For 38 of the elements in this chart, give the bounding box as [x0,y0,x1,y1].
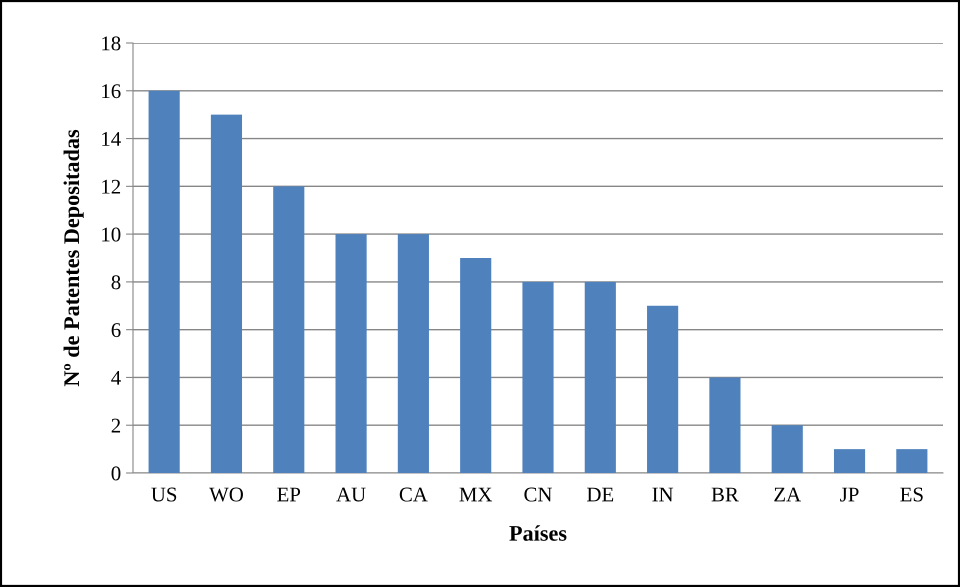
y-tick-label: 18 [102,36,120,50]
bar [896,449,928,473]
x-tick-label: MX [460,488,492,502]
y-tick-label: 16 [102,84,121,98]
x-tick-label: CN [524,488,552,502]
x-tick-label: IN [652,488,674,502]
bar [460,258,492,473]
x-tick-label: CA [400,488,428,502]
bar [834,449,866,473]
x-tick-label: WO [209,488,243,502]
bar [584,282,616,473]
bar [647,306,678,473]
bar [709,377,740,473]
y-tick-label: 0 [112,466,120,480]
bar [210,114,242,473]
y-tick-label: 8 [112,275,120,290]
x-tick-label: JP [840,488,859,502]
x-tick-label: AU [336,488,366,502]
x-tick-label: ES [900,488,923,502]
bar [772,425,803,473]
y-tick-label: 12 [102,180,120,194]
y-tick-label: 2 [112,418,120,432]
y-tick-label: 6 [112,323,121,338]
y-axis-title: Nº de Patentes Depositadas [64,130,84,386]
x-tick-label: DE [587,488,614,502]
bar [273,186,304,473]
bar [398,234,429,473]
x-tick-label: BR [712,488,739,502]
y-tick-label: 4 [111,370,121,385]
y-tick-label: 10 [102,227,120,242]
y-tick-label: 14 [102,132,121,146]
bar [148,90,180,473]
bar [336,234,367,473]
bar [522,282,554,473]
x-tick-label: US [151,488,176,502]
x-tick-label: ZA [774,488,801,502]
x-axis-title: Países [509,525,566,541]
x-tick-label: EP [277,488,300,502]
